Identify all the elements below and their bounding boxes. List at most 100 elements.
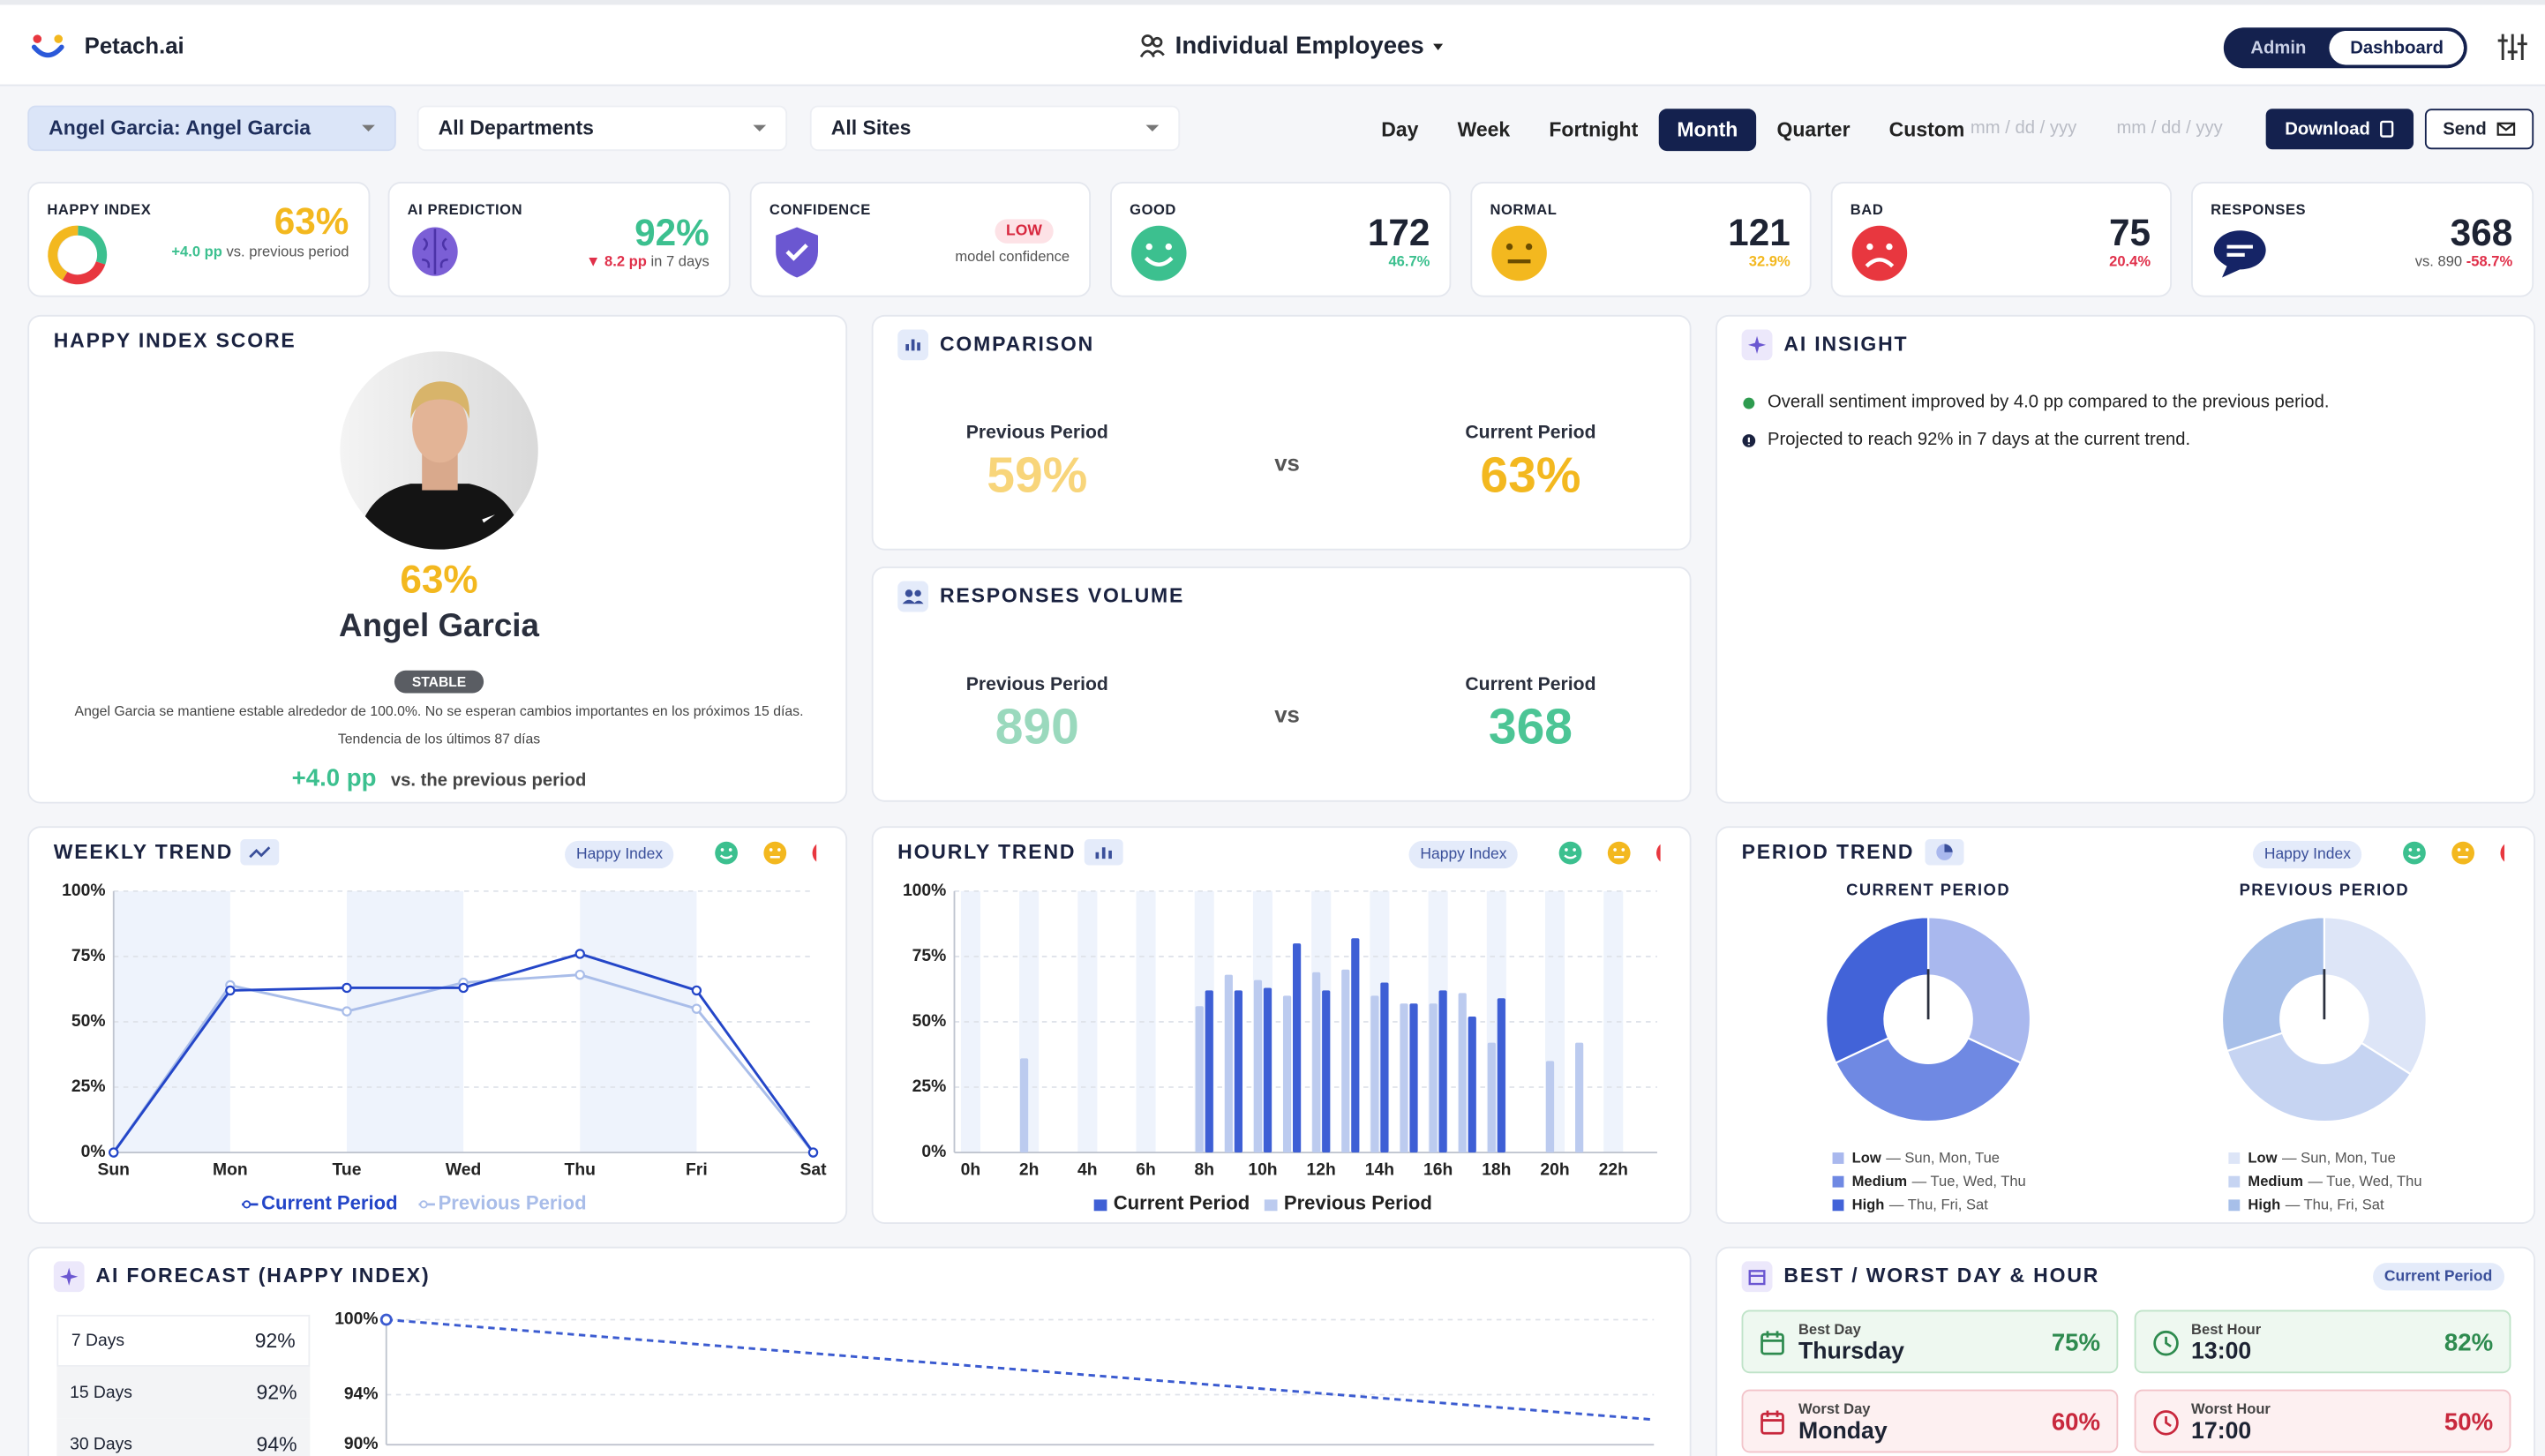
date-from[interactable]: mm / dd / yyy	[1970, 118, 2077, 139]
bar	[1487, 1042, 1496, 1153]
card-title: BEST / WORST DAY & HOUR	[1783, 1264, 2100, 1287]
value: 17:00	[2191, 1418, 2252, 1445]
kpi-share: 32.9%	[1748, 252, 1791, 270]
previous-value: 59%	[987, 446, 1088, 504]
download-button[interactable]: Download	[2265, 109, 2414, 150]
mouth	[2407, 854, 2421, 859]
period-button[interactable]: Week	[1457, 118, 1511, 142]
pie-slice	[2323, 916, 2428, 1076]
calendar-icon	[1760, 1331, 1784, 1355]
forecast-value: 92%	[256, 1381, 297, 1405]
band	[113, 890, 230, 1153]
pie-title: CURRENT PERIOD	[1846, 881, 2010, 899]
vs: vs	[1274, 701, 1300, 728]
card-title: PERIOD TREND	[1741, 840, 1915, 864]
bar	[1370, 995, 1379, 1153]
point	[342, 982, 352, 994]
forecast-value: 94%	[256, 1433, 297, 1456]
horizon: 15 Days	[70, 1383, 132, 1403]
best-hour: Best Hour 13:00 82%	[2134, 1310, 2511, 1374]
period-button[interactable]: Month	[1659, 109, 1756, 152]
period-button[interactable]: Custom	[1888, 118, 1965, 142]
eye	[2408, 848, 2413, 852]
mail-icon	[2496, 122, 2516, 136]
send-label: Send	[2443, 119, 2487, 139]
worst-day: Worst Day Monday 60%	[1741, 1389, 2119, 1453]
chat-icon	[2213, 230, 2266, 278]
chip[interactable]: Happy Index	[565, 840, 674, 869]
eye	[1621, 848, 1625, 852]
employee-select[interactable]: Angel Garcia: Angel Garcia	[27, 105, 396, 152]
kpi-value: 92%	[634, 211, 709, 253]
y-tick-label: 90%	[344, 1435, 379, 1453]
weekly-chart: 0% 25% 50% 75% 100% Sun Mon Tue Wed Thu Fri Sat Curr…	[62, 882, 827, 1214]
department-select[interactable]: All Departments	[417, 105, 788, 152]
bar-icon	[1084, 839, 1123, 866]
kpi-note: vs. previous period	[226, 243, 349, 260]
mouth	[719, 854, 733, 859]
toggle-admin[interactable]: Admin	[2250, 38, 2307, 58]
logo	[31, 34, 64, 58]
x-tick-label: Sat	[800, 1160, 827, 1179]
face	[812, 844, 817, 862]
send-button[interactable]: Send	[2424, 109, 2534, 150]
kpi-value: 368	[2450, 211, 2513, 253]
clock-icon	[2153, 1410, 2179, 1436]
pie-slice	[2220, 916, 2325, 1053]
face	[1607, 841, 1631, 865]
caret	[753, 124, 767, 131]
bar	[1293, 943, 1302, 1153]
view-selector[interactable]: Individual Employees	[1175, 33, 1444, 60]
chip[interactable]: Happy Index	[2252, 840, 2362, 869]
status-badge: STABLE	[394, 670, 484, 694]
bar	[1458, 993, 1467, 1153]
period-button[interactable]: Day	[1381, 118, 1419, 142]
x-tick-label: 12h	[1307, 1160, 1336, 1179]
toggle-dashboard[interactable]: Dashboard	[2330, 30, 2465, 65]
legend-label: Medium	[2248, 1173, 2303, 1190]
legend-swatch	[2228, 1175, 2241, 1188]
site-select[interactable]: All Sites	[809, 105, 1181, 152]
site: All Sites	[830, 116, 912, 140]
people-icon	[897, 581, 929, 612]
settings-icon[interactable]	[2496, 31, 2529, 64]
period-button[interactable]: Fortnight	[1549, 118, 1639, 142]
date-to[interactable]: mm / dd / yyy	[2116, 118, 2223, 139]
chip[interactable]: Happy Index	[1408, 840, 1519, 869]
face	[1558, 841, 1582, 865]
current-label: Current Period	[1465, 675, 1596, 695]
point	[691, 1003, 702, 1014]
eye	[1565, 848, 1568, 852]
mood-filters[interactable]	[2383, 841, 2505, 866]
point	[109, 1147, 119, 1158]
legend-swatch	[1832, 1152, 1844, 1164]
mood-face	[715, 841, 738, 865]
x-tick-label: Fri	[686, 1160, 708, 1179]
confidence-badge: LOW	[995, 219, 1054, 244]
delta-line: +4.0 pp vs. the previous period	[29, 764, 845, 793]
bar	[1351, 938, 1360, 1153]
y-tick-label: 75%	[912, 947, 947, 965]
legend-entry: High — Thu, Fri, Sat	[2248, 1197, 2384, 1213]
employee-name: Angel Garcia	[339, 608, 539, 645]
label: Best Day	[1798, 1321, 1861, 1338]
point	[225, 985, 236, 996]
mood-filters[interactable]	[694, 841, 817, 866]
eye	[728, 848, 732, 852]
period-button[interactable]: Quarter	[1776, 118, 1851, 142]
sparkle-icon	[53, 1261, 85, 1293]
x-tick-label: 8h	[1194, 1160, 1214, 1179]
face	[2451, 841, 2475, 865]
kpi-good: GOOD 172 46.7%	[1110, 182, 1452, 297]
y-tick-label: 25%	[71, 1077, 106, 1096]
mood-filters[interactable]	[1539, 841, 1661, 866]
x-tick-label: 20h	[1540, 1160, 1569, 1179]
mood-face	[2500, 844, 2505, 862]
current-value: 63%	[1480, 446, 1581, 504]
card-title: HOURLY TREND	[897, 840, 1077, 864]
description: Angel Garcia se mantiene estable alreded…	[74, 702, 804, 719]
legend-swatch	[1093, 1199, 1107, 1212]
kpi-normal: NORMAL 121 32.9%	[1470, 182, 1812, 297]
label: Best Hour	[2191, 1321, 2262, 1338]
band	[580, 890, 697, 1153]
